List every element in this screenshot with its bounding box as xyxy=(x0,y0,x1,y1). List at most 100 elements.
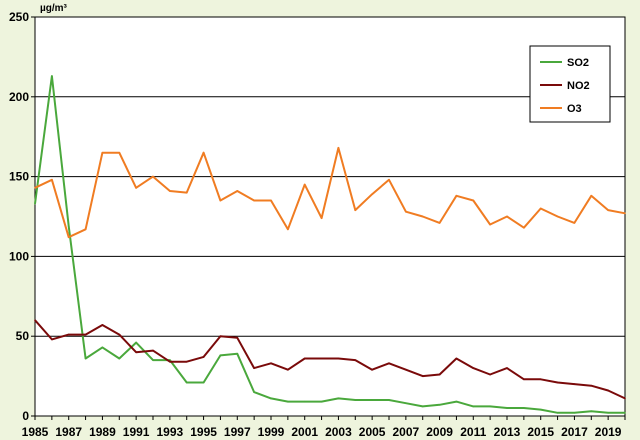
data-point-no2 xyxy=(472,367,475,369)
data-point-o3 xyxy=(34,186,36,189)
data-point-o3 xyxy=(253,199,255,202)
data-point-o3 xyxy=(489,223,491,226)
data-point-o3 xyxy=(624,212,626,215)
data-point-no2 xyxy=(34,319,36,322)
x-tick-label: 1991 xyxy=(123,425,150,439)
data-point-no2 xyxy=(506,367,508,369)
data-point-o3 xyxy=(523,226,525,229)
data-point-o3 xyxy=(135,186,137,189)
data-point-so2 xyxy=(506,407,508,409)
data-point-o3 xyxy=(506,215,508,218)
x-tick-label: 2003 xyxy=(325,425,352,439)
data-point-no2 xyxy=(573,383,576,385)
x-tick-label: 2017 xyxy=(561,425,588,439)
data-point-so2 xyxy=(67,225,70,227)
legend-label-o3: O3 xyxy=(567,103,582,115)
data-point-no2 xyxy=(421,375,424,377)
x-axis-ticks: 1985 1987 1989 1991 1993 1995 1997 1999 2001 2003… xyxy=(22,416,626,439)
data-point-o3 xyxy=(455,194,458,197)
series-line-no2 xyxy=(34,319,626,400)
x-tick-label: 2007 xyxy=(393,425,420,439)
data-point-so2 xyxy=(472,405,475,408)
data-point-no2 xyxy=(303,357,306,360)
data-point-no2 xyxy=(152,349,154,352)
data-point-o3 xyxy=(236,190,239,192)
data-point-o3 xyxy=(539,207,542,210)
data-point-no2 xyxy=(371,368,373,371)
data-point-o3 xyxy=(152,175,154,178)
data-point-no2 xyxy=(287,368,289,371)
data-point-o3 xyxy=(320,217,323,219)
data-point-so2 xyxy=(337,397,340,400)
data-point-no2 xyxy=(607,389,609,392)
x-tick-label: 1985 xyxy=(22,425,49,439)
data-point-so2 xyxy=(320,400,323,403)
data-point-no2 xyxy=(320,357,323,360)
data-point-no2 xyxy=(590,384,593,387)
x-tick-label: 1987 xyxy=(55,425,82,439)
x-tick-label: 1997 xyxy=(224,425,251,439)
x-tick-label: 1995 xyxy=(190,425,217,439)
series-line-o3 xyxy=(34,146,626,239)
legend-label-no2: NO2 xyxy=(567,80,590,92)
data-point-so2 xyxy=(118,357,121,360)
x-tick-label: 2001 xyxy=(291,425,318,439)
data-point-o3 xyxy=(607,209,609,211)
data-point-o3 xyxy=(84,228,87,231)
y-tick-label: 150 xyxy=(9,170,29,184)
x-tick-label: 2015 xyxy=(527,425,554,439)
data-point-o3 xyxy=(169,190,171,192)
data-point-no2 xyxy=(405,368,407,371)
data-point-so2 xyxy=(371,399,373,401)
y-axis-ticks: 0 50 100 150 200 250 xyxy=(9,10,35,423)
data-point-o3 xyxy=(354,209,357,211)
data-point-no2 xyxy=(219,335,222,338)
data-point-o3 xyxy=(270,199,272,202)
data-point-so2 xyxy=(523,407,525,409)
data-point-no2 xyxy=(101,324,104,326)
data-point-so2 xyxy=(185,381,188,384)
data-point-no2 xyxy=(253,367,255,369)
data-point-so2 xyxy=(421,405,424,408)
data-point-no2 xyxy=(51,338,53,341)
data-point-so2 xyxy=(573,412,576,414)
data-point-so2 xyxy=(438,404,441,406)
data-point-so2 xyxy=(405,402,407,405)
x-tick-label: 2005 xyxy=(359,425,386,439)
x-tick-label: 2011 xyxy=(460,425,486,439)
data-point-o3 xyxy=(388,178,390,181)
data-point-no2 xyxy=(202,356,205,358)
data-point-so2 xyxy=(489,405,491,408)
data-point-o3 xyxy=(101,151,104,154)
data-point-so2 xyxy=(607,412,609,414)
data-point-so2 xyxy=(135,341,137,344)
data-point-so2 xyxy=(84,357,87,360)
data-point-no2 xyxy=(67,333,70,336)
x-tick-label: 1999 xyxy=(258,425,285,439)
data-point-o3 xyxy=(118,151,121,154)
data-point-so2 xyxy=(34,202,36,205)
data-point-o3 xyxy=(590,194,593,197)
data-point-no2 xyxy=(84,333,87,336)
data-point-no2 xyxy=(455,357,458,360)
data-point-o3 xyxy=(219,199,222,202)
data-point-so2 xyxy=(219,354,222,357)
data-point-no2 xyxy=(185,360,188,363)
data-point-no2 xyxy=(236,336,239,339)
data-point-no2 xyxy=(337,357,340,360)
x-tick-label: 1993 xyxy=(157,425,184,439)
y-tick-label: 250 xyxy=(9,10,29,24)
data-point-so2 xyxy=(556,412,559,414)
data-point-so2 xyxy=(101,346,104,349)
y-tick-label: 0 xyxy=(22,409,29,423)
data-point-no2 xyxy=(118,333,121,336)
data-point-no2 xyxy=(388,362,390,365)
y-tick-label: 50 xyxy=(16,329,30,343)
data-point-so2 xyxy=(287,400,289,403)
legend-label-so2: SO2 xyxy=(567,57,589,69)
x-tick-label: 1989 xyxy=(89,425,116,439)
data-point-so2 xyxy=(539,408,542,411)
data-point-no2 xyxy=(624,397,626,400)
